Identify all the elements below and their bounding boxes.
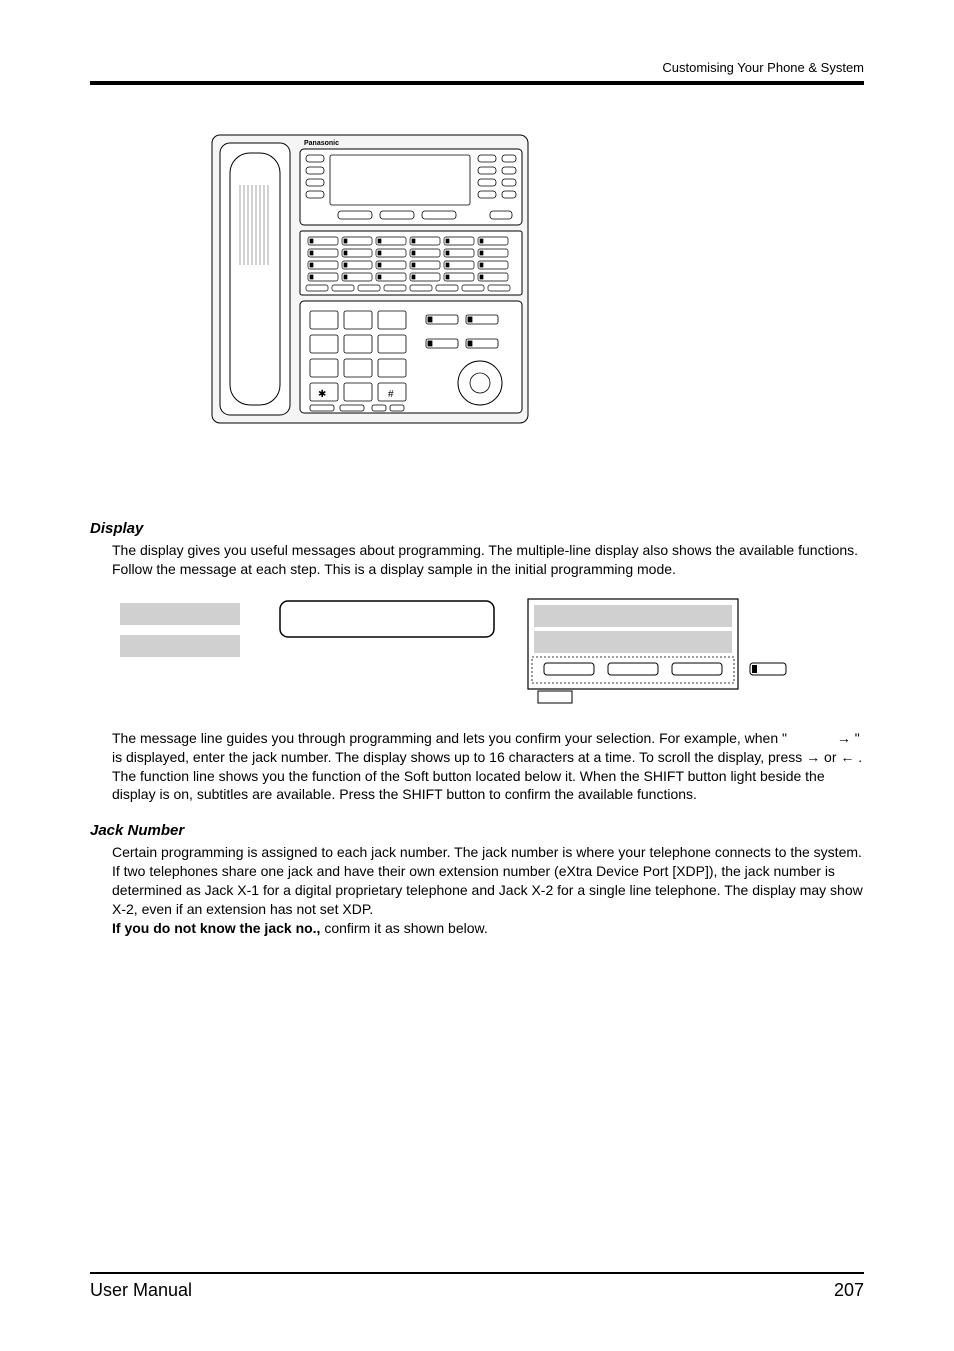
svg-text:✱: ✱ <box>318 389 326 400</box>
jack-title: Jack Number <box>90 822 864 839</box>
footer-rule <box>90 1272 864 1274</box>
jack-text-a: Certain programming is assigned to each … <box>112 844 863 917</box>
svg-text:#: # <box>388 389 394 400</box>
msg-text-c: or <box>824 749 840 765</box>
right-arrow-icon: → <box>806 749 820 765</box>
right-arrow-icon: → <box>791 729 851 748</box>
header-section-label: Customising Your Phone & System <box>90 60 864 75</box>
footer-left: User Manual <box>90 1280 192 1301</box>
page-root: Customising Your Phone & System Panasoni… <box>0 0 954 1351</box>
left-arrow-icon: ← <box>840 749 854 765</box>
header-rule <box>90 81 864 85</box>
message-paragraph: The message line guides you through prog… <box>112 729 864 805</box>
display-sample-diagram <box>112 597 864 707</box>
footer-page-number: 207 <box>834 1280 864 1301</box>
jack-bold: If you do not know the jack no., <box>112 920 320 936</box>
phone-brand-label: Panasonic <box>304 140 339 147</box>
jack-paragraph: Certain programming is assigned to each … <box>112 843 864 937</box>
jack-text-b: confirm it as shown below. <box>324 920 487 936</box>
phone-illustration: Panasonic <box>210 125 530 430</box>
page-footer: User Manual 207 <box>90 1272 864 1301</box>
msg-text-a: The message line guides you through prog… <box>112 730 787 746</box>
display-title: Display <box>90 520 864 537</box>
display-paragraph: The display gives you useful messages ab… <box>112 541 864 579</box>
